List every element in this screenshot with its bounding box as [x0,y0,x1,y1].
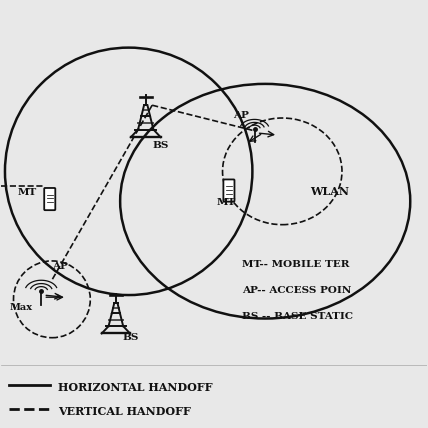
FancyBboxPatch shape [44,188,55,210]
Text: BS: BS [122,333,139,342]
Text: MT: MT [216,199,235,208]
Text: AP: AP [233,111,249,120]
Text: BS -- BASE STATIC: BS -- BASE STATIC [242,312,353,321]
Text: MT: MT [18,188,37,197]
Text: VERTICAL HANDOFF: VERTICAL HANDOFF [58,406,191,417]
FancyBboxPatch shape [223,179,235,202]
Text: HORIZONTAL HANDOFF: HORIZONTAL HANDOFF [58,382,213,393]
Text: AP-- ACCESS POIN: AP-- ACCESS POIN [242,286,351,295]
Text: WLAN: WLAN [310,186,349,197]
Text: BS: BS [152,141,169,150]
Text: AP: AP [52,262,68,271]
Text: MT-- MOBILE TER: MT-- MOBILE TER [242,260,349,269]
Text: Max: Max [9,303,33,312]
